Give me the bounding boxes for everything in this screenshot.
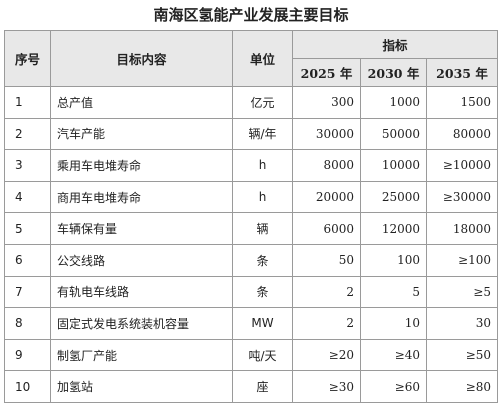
target-content: 公交线路 <box>50 243 233 277</box>
unit: 亿元 <box>232 86 293 119</box>
year-header: 2025 年 <box>292 58 361 87</box>
value-cell: 30000 <box>292 117 361 151</box>
row-index: 6 <box>4 243 51 277</box>
value-cell: 5 <box>360 275 427 309</box>
targets-table: 序号 目标内容 单位 指标 2025 年 2030 年 2035 年 1 总产值亿… <box>4 30 498 403</box>
unit: 条 <box>232 243 293 277</box>
value-cell: 80000 <box>426 117 498 151</box>
row-index: 10 <box>4 370 51 403</box>
value-cell: 6000 <box>292 212 361 245</box>
value-cell: ≥10000 <box>426 149 498 182</box>
value-cell: 25000 <box>360 180 427 214</box>
value-cell: 12000 <box>360 212 427 245</box>
table-row: 4 商用车电堆寿命 h 20000 25000 ≥30000 <box>4 180 498 214</box>
target-content: 车辆保有量 <box>50 212 233 245</box>
value-cell: ≥100 <box>426 243 498 277</box>
value-cell: ≥60 <box>360 370 427 403</box>
table-row: 3 乘用车电堆寿命 h 8000 10000 ≥10000 <box>4 149 498 182</box>
value-cell: 1000 <box>360 86 427 119</box>
target-content: 加氢站 <box>50 370 233 403</box>
value-cell: ≥30000 <box>426 180 498 214</box>
value-cell: 20000 <box>292 180 361 214</box>
row-index: 1 <box>4 86 51 119</box>
value-cell: ≥5 <box>426 275 498 309</box>
header-cell: 指标 <box>292 30 498 59</box>
unit: MW <box>232 307 293 340</box>
target-content: 总产值 <box>50 86 233 119</box>
value-cell: 100 <box>360 243 427 277</box>
target-content: 乘用车电堆寿命 <box>50 149 233 182</box>
value-cell: ≥30 <box>292 370 361 403</box>
target-content: 制氢厂产能 <box>50 338 233 372</box>
row-index: 4 <box>4 180 51 214</box>
title: 南海区氢能产业发展主要目标 <box>153 6 349 24</box>
value-cell: 50 <box>292 243 361 277</box>
value-cell: ≥40 <box>360 338 427 372</box>
value-cell: 2 <box>292 307 361 340</box>
value-cell: 50000 <box>360 117 427 151</box>
row-index: 5 <box>4 212 51 245</box>
target-content: 有轨电车线路 <box>50 275 233 309</box>
table-row: 6 公交线路条 50 100 ≥100 <box>4 243 498 277</box>
table-row: 8 固定式发电系统装机容量 MW 2 10 30 <box>4 307 498 340</box>
value-cell: 2 <box>292 275 361 309</box>
unit: 辆 <box>232 212 293 245</box>
table-row: 5 车辆保有量辆 6000 12000 18000 <box>4 212 498 245</box>
value-cell: 300 <box>292 86 361 119</box>
unit: 座 <box>232 370 293 403</box>
table-row: 2 汽车产能 辆/年 30000 50000 80000 <box>4 117 498 151</box>
unit: h <box>232 149 293 182</box>
table-row: 10 加氢站座 ≥30 ≥60 ≥80 <box>4 370 498 403</box>
year-header: 2035 年 <box>426 58 498 87</box>
row-index: 3 <box>4 149 51 182</box>
row-index: 9 <box>4 338 51 372</box>
year-header: 2030 年 <box>360 58 427 87</box>
target-content: 商用车电堆寿命 <box>50 180 233 214</box>
value-cell: ≥20 <box>292 338 361 372</box>
table-row: 9 制氢厂产能 吨/天 ≥20 ≥40 ≥50 <box>4 338 498 372</box>
value-cell: 8000 <box>292 149 361 182</box>
value-cell: 1500 <box>426 86 498 119</box>
value-cell: 30 <box>426 307 498 340</box>
target-content: 固定式发电系统装机容量 <box>50 307 233 340</box>
value-cell: 10 <box>360 307 427 340</box>
target-content: 汽车产能 <box>50 117 233 151</box>
row-index: 8 <box>4 307 51 340</box>
header-cell: 序号 <box>4 30 51 87</box>
table-row: 1 总产值 亿元 300 1000 1500 <box>4 86 498 119</box>
unit: 吨/天 <box>232 338 293 372</box>
table-row: 7 有轨电车线路条 2 5 ≥5 <box>4 275 498 309</box>
unit: h <box>232 180 293 214</box>
unit: 辆/年 <box>232 117 293 151</box>
value-cell: 18000 <box>426 212 498 245</box>
value-cell: ≥50 <box>426 338 498 372</box>
header-cell: 目标内容 <box>50 30 233 87</box>
value-cell: ≥80 <box>426 370 498 403</box>
table-body: 1 总产值 亿元 300 1000 1500 2 汽车产能 辆/年 30000 50000 80000… <box>4 86 498 403</box>
row-index: 7 <box>4 275 51 309</box>
row-index: 2 <box>4 117 51 151</box>
value-cell: 10000 <box>360 149 427 182</box>
unit: 条 <box>232 275 293 309</box>
header-cell: 单位 <box>232 30 293 87</box>
